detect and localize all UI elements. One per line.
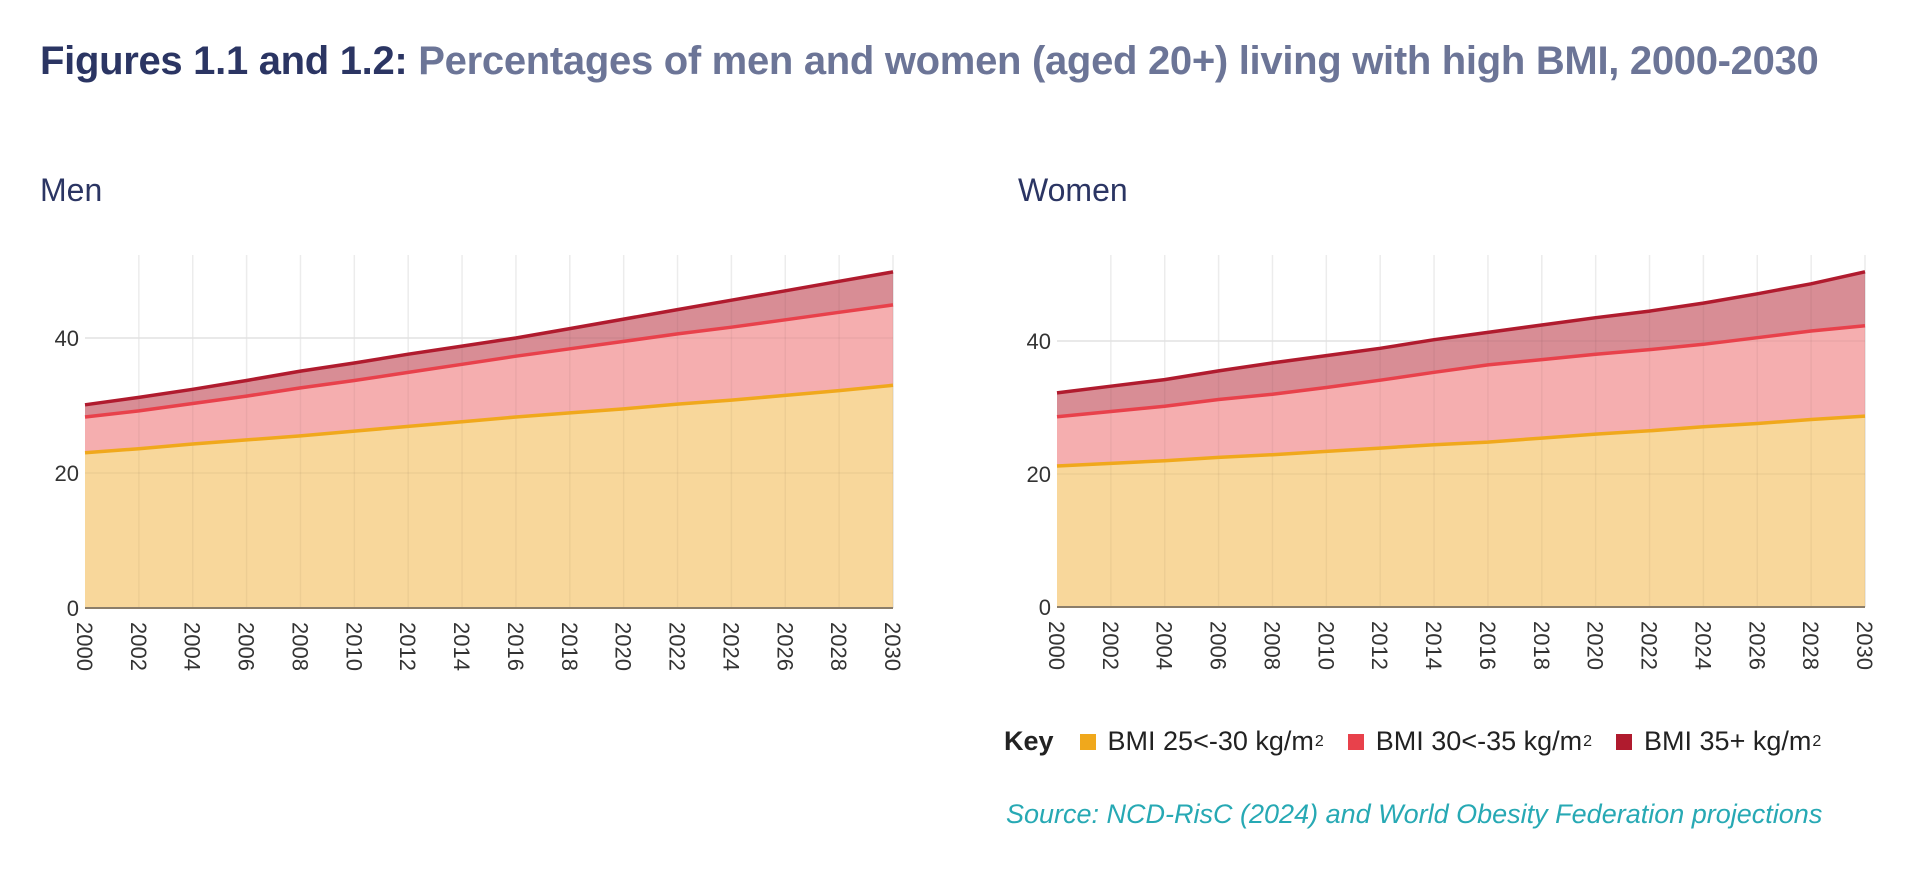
women-x-tick-label: 2014 bbox=[1421, 621, 1446, 670]
legend-item-bmi-30-35: BMI 30<-35 kg/m 2 bbox=[1347, 726, 1593, 757]
women-area-bmi-30-35-kg-m2 bbox=[1057, 325, 1865, 466]
men-x-tick-label: 2030 bbox=[880, 622, 905, 671]
men-x-tick-label: 2000 bbox=[72, 622, 97, 671]
men-x-tick-label: 2012 bbox=[395, 622, 420, 671]
legend-label-bmi-30-35: BMI 30<-35 kg/m bbox=[1375, 726, 1583, 756]
legend-swatch-bmi-30-35 bbox=[1347, 733, 1364, 750]
men-x-tick-label: 2014 bbox=[449, 622, 474, 671]
legend-label-bmi-25-30: BMI 25<-30 kg/m bbox=[1107, 726, 1314, 756]
women-y-tick-label: 40 bbox=[1027, 329, 1051, 354]
legend: Key BMI 25<-30 kg/m 2 BMI 30<-35 kg/m 2 BM… bbox=[1004, 726, 1821, 757]
men-x-tick-label: 2004 bbox=[180, 622, 205, 671]
men-line-bmi-30-35-kg-m2 bbox=[84, 303, 894, 419]
women-y-tick-label: 20 bbox=[1027, 462, 1051, 487]
men-line-bmi-35-kg-m2 bbox=[84, 270, 894, 407]
women-line-bmi-25-30-kg-m2 bbox=[1056, 414, 1866, 468]
women-x-tick-label: 2000 bbox=[1044, 621, 1069, 670]
source-note: Source: NCD-RisC (2024) and World Obesit… bbox=[1006, 799, 1823, 829]
women-area-bmi-25-30-kg-m2 bbox=[1057, 416, 1865, 607]
women-x-tick-label: 2022 bbox=[1637, 621, 1662, 670]
legend-label-bmi-35-plus: BMI 35+ kg/m bbox=[1644, 726, 1812, 756]
women-x-tick-label: 2026 bbox=[1744, 621, 1769, 670]
men-y-tick-label: 0 bbox=[67, 596, 79, 621]
legend-sup: 2 bbox=[1314, 732, 1324, 750]
men-area-chart: 0 20 40 2000 2002 2004 2006 2008 2010 2012 2014 201… bbox=[55, 255, 905, 671]
legend-item-bmi-25-30: BMI 25<-30 kg/m 2 bbox=[1079, 726, 1324, 757]
women-x-tick-label: 2012 bbox=[1367, 621, 1392, 670]
women-x-tick-label: 2004 bbox=[1152, 621, 1177, 670]
legend-item-bmi-35-plus: BMI 35+ kg/m 2 bbox=[1616, 726, 1821, 757]
women-x-tick-label: 2002 bbox=[1098, 621, 1123, 670]
women-panel-title: Women bbox=[1018, 172, 1128, 208]
legend-key-label: Key bbox=[1004, 726, 1054, 756]
men-x-tick-label: 2008 bbox=[287, 622, 312, 671]
women-x-tick-label: 2028 bbox=[1798, 621, 1823, 670]
men-y-tick-label: 40 bbox=[55, 326, 79, 351]
figure-number: Figures 1.1 and 1.2: bbox=[40, 39, 408, 83]
legend-swatch-bmi-25-30 bbox=[1079, 733, 1096, 750]
women-x-tick-label: 2016 bbox=[1475, 621, 1500, 670]
women-x-tick-label: 2024 bbox=[1690, 621, 1715, 670]
men-x-tick-label: 2020 bbox=[611, 622, 636, 671]
men-line-bmi-25-30-kg-m2 bbox=[84, 383, 894, 455]
women-x-tick-label: 2010 bbox=[1313, 621, 1338, 670]
men-x-tick-label: 2016 bbox=[503, 622, 528, 671]
legend-swatch-bmi-35-plus bbox=[1616, 733, 1633, 750]
women-y-tick-label: 0 bbox=[1039, 595, 1051, 620]
women-x-tick-label: 2018 bbox=[1529, 621, 1554, 670]
men-panel-title: Men bbox=[40, 172, 103, 208]
legend-sup: 2 bbox=[1583, 732, 1593, 750]
men-x-tick-label: 2024 bbox=[718, 622, 743, 671]
figure-title: Figures 1.1 and 1.2: Percentages of men … bbox=[40, 34, 1860, 88]
men-x-tick-label: 2018 bbox=[557, 622, 582, 671]
women-x-tick-label: 2030 bbox=[1852, 621, 1877, 670]
figure-title-text: Percentages of men and women (aged 20+) … bbox=[407, 39, 1819, 83]
legend-sup: 2 bbox=[1812, 732, 1822, 750]
women-x-tick-label: 2020 bbox=[1583, 621, 1608, 670]
men-x-tick-label: 2006 bbox=[234, 622, 259, 671]
men-x-tick-label: 2022 bbox=[665, 622, 690, 671]
men-x-tick-label: 2010 bbox=[341, 622, 366, 671]
women-line-bmi-30-35-kg-m2 bbox=[1056, 323, 1866, 419]
men-x-tick-label: 2002 bbox=[126, 622, 151, 671]
men-x-tick-label: 2026 bbox=[772, 622, 797, 671]
men-y-tick-label: 20 bbox=[55, 461, 79, 486]
men-area-bmi-25-30-kg-m2 bbox=[85, 385, 893, 608]
women-area-chart: 0 20 40 2000 2002 2004 2006 2008 2010 2012 2014 201… bbox=[1027, 255, 1877, 670]
women-area-bmi-35-kg-m2 bbox=[1057, 271, 1865, 417]
women-x-tick-label: 2008 bbox=[1259, 621, 1284, 670]
men-area-bmi-30-35-kg-m2 bbox=[85, 304, 893, 453]
women-line-bmi-35-kg-m2 bbox=[1056, 270, 1866, 395]
men-x-tick-label: 2028 bbox=[826, 622, 851, 671]
women-x-tick-label: 2006 bbox=[1206, 621, 1231, 670]
